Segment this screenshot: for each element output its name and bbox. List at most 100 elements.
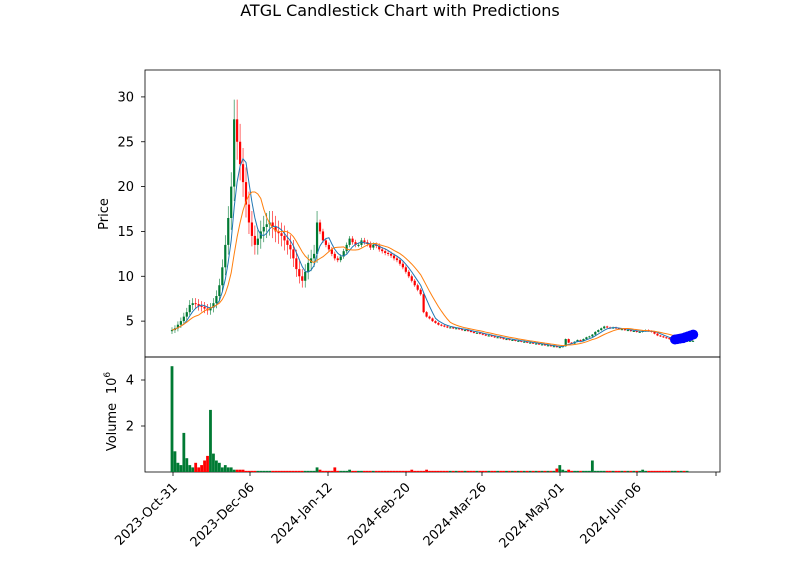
- candle-body: [416, 285, 419, 290]
- candle-body: [401, 263, 404, 268]
- candle-body: [185, 312, 188, 317]
- candle-body: [600, 328, 603, 331]
- price-y-axis-label: Price: [97, 198, 112, 230]
- candle-body: [543, 344, 547, 346]
- candle-body: [552, 346, 555, 348]
- candle-body: [484, 334, 487, 336]
- volume-bar: [513, 470, 517, 472]
- candle-body: [392, 255, 396, 259]
- candle-body: [244, 182, 248, 205]
- volume-bar: [469, 470, 473, 472]
- volume-bar: [428, 470, 431, 472]
- volume-bar: [176, 462, 180, 472]
- volume-bar: [235, 469, 239, 472]
- candle-body: [481, 333, 484, 335]
- candle-body: [576, 339, 579, 342]
- volume-bar: [345, 470, 349, 472]
- price-tick-label: 15: [117, 225, 134, 240]
- candle-body: [564, 339, 567, 347]
- price-tick-label: 10: [117, 270, 134, 285]
- volume-bar: [587, 470, 591, 472]
- volume-bar: [209, 409, 212, 472]
- candle-body: [585, 337, 588, 340]
- candle-body: [452, 327, 455, 329]
- volume-bar: [321, 470, 325, 472]
- candle-body: [496, 337, 499, 339]
- candle-body: [597, 330, 600, 332]
- candle-body: [384, 251, 387, 253]
- volume-scale-exponent: 106: [103, 372, 120, 395]
- volume-bar: [599, 470, 603, 472]
- candle-body: [688, 340, 692, 342]
- price-tick-label: 20: [117, 180, 134, 195]
- candle-body: [407, 271, 410, 277]
- candle-body: [274, 226, 277, 232]
- candle-body: [318, 222, 322, 232]
- volume-bar: [194, 462, 198, 472]
- volume-bar: [395, 470, 399, 472]
- volume-bar: [392, 470, 396, 472]
- candle-body: [378, 245, 381, 250]
- x-tick-label: 2024-Feb-20: [345, 480, 414, 549]
- volume-bar: [661, 470, 665, 472]
- candle-body: [354, 242, 357, 245]
- volume-bar: [365, 470, 369, 472]
- volume-bar: [271, 470, 275, 472]
- volume-bar: [457, 470, 461, 472]
- x-tick-label: 2024-Jan-12: [269, 480, 336, 547]
- candle-body: [312, 253, 316, 259]
- candle-body: [493, 336, 496, 338]
- candle-body: [363, 240, 366, 243]
- volume-bar: [179, 465, 183, 472]
- candle-body: [218, 285, 221, 297]
- volume-bar: [274, 470, 278, 472]
- candle-body: [567, 339, 570, 343]
- candle-body: [176, 324, 180, 329]
- volume-bar: [659, 470, 662, 472]
- chart-title: ATGL Candlestick Chart with Predictions: [240, 1, 560, 20]
- long-moving-average-line: [171, 191, 694, 347]
- volume-bar: [487, 470, 491, 472]
- volume-bar: [564, 470, 568, 472]
- volume-bar: [333, 467, 337, 472]
- volume-bar: [377, 470, 381, 472]
- volume-bar: [626, 470, 630, 472]
- volume-bar: [546, 470, 550, 472]
- volume-bar: [593, 470, 597, 472]
- volume-tick-label: 2: [126, 420, 134, 435]
- candle-body: [262, 226, 265, 232]
- volume-bar: [170, 366, 174, 472]
- candle-body: [446, 326, 449, 328]
- volume-bar: [632, 470, 636, 472]
- prediction-points: [670, 329, 699, 345]
- candle-body: [170, 330, 174, 332]
- volume-bar: [623, 470, 627, 472]
- candle-body: [336, 258, 339, 261]
- volume-bar: [484, 470, 488, 472]
- candle-body: [532, 342, 535, 344]
- candle-body: [466, 330, 470, 332]
- volume-bar: [644, 470, 648, 472]
- candle-body: [558, 347, 561, 349]
- candle-body: [653, 331, 656, 334]
- candle-body: [348, 238, 351, 245]
- volume-bar: [318, 469, 322, 472]
- volume-bar: [315, 467, 319, 472]
- candle-body: [310, 258, 313, 263]
- volume-bar: [283, 470, 286, 472]
- volume-bar: [635, 470, 639, 472]
- volume-bar: [380, 470, 384, 472]
- volume-bar: [330, 470, 334, 472]
- candle-body: [425, 312, 428, 317]
- volume-bar: [280, 470, 283, 472]
- volume-bar: [537, 470, 541, 472]
- candle-body: [324, 240, 328, 245]
- volume-bar: [306, 470, 310, 472]
- candle-body: [413, 280, 416, 286]
- candle-body: [537, 343, 541, 345]
- volume-bar: [638, 470, 642, 472]
- candle-body: [315, 222, 319, 254]
- candle-body: [511, 339, 514, 341]
- volume-bar: [561, 469, 565, 472]
- candle-body: [304, 271, 307, 281]
